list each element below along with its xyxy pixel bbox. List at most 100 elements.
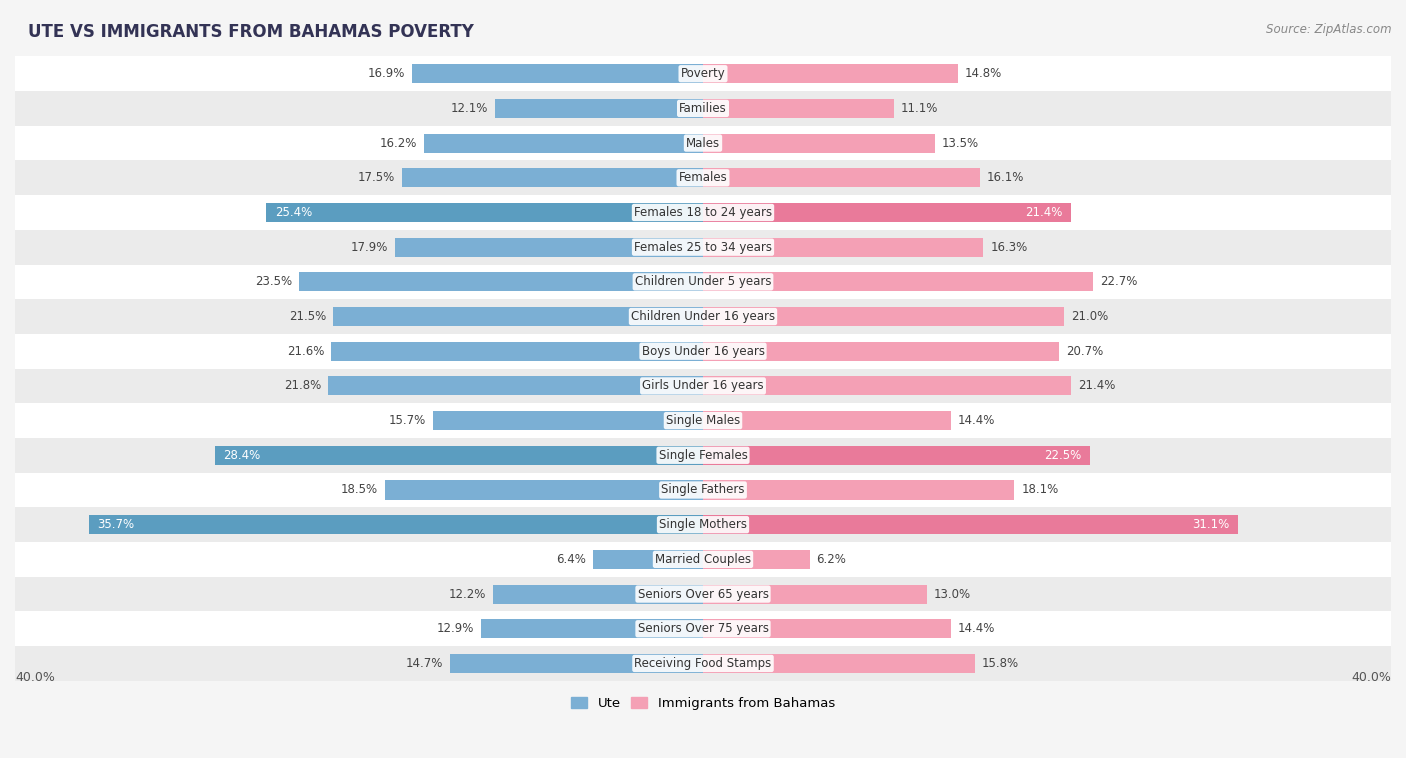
Bar bbox=[703, 481, 1014, 500]
Text: 18.5%: 18.5% bbox=[340, 484, 378, 496]
Text: 17.9%: 17.9% bbox=[352, 240, 388, 254]
Text: 14.4%: 14.4% bbox=[957, 414, 995, 427]
Bar bbox=[402, 168, 703, 187]
Bar bbox=[703, 237, 983, 257]
Text: 17.5%: 17.5% bbox=[359, 171, 395, 184]
Bar bbox=[703, 550, 810, 569]
Text: Single Mothers: Single Mothers bbox=[659, 518, 747, 531]
Text: 25.4%: 25.4% bbox=[274, 206, 312, 219]
Bar bbox=[89, 515, 703, 534]
Text: 14.7%: 14.7% bbox=[406, 657, 443, 670]
Text: 21.0%: 21.0% bbox=[1071, 310, 1108, 323]
Bar bbox=[450, 654, 703, 673]
Bar bbox=[703, 584, 927, 603]
Text: Receiving Food Stamps: Receiving Food Stamps bbox=[634, 657, 772, 670]
Bar bbox=[703, 446, 1090, 465]
Text: Seniors Over 75 years: Seniors Over 75 years bbox=[637, 622, 769, 635]
Bar bbox=[15, 230, 1391, 265]
Text: 12.9%: 12.9% bbox=[437, 622, 474, 635]
Bar bbox=[395, 237, 703, 257]
Bar bbox=[425, 133, 703, 152]
Bar bbox=[703, 342, 1059, 361]
Bar bbox=[703, 168, 980, 187]
Text: Females 25 to 34 years: Females 25 to 34 years bbox=[634, 240, 772, 254]
Text: 12.1%: 12.1% bbox=[451, 102, 488, 115]
Bar bbox=[333, 307, 703, 326]
Text: 40.0%: 40.0% bbox=[15, 672, 55, 684]
Text: Boys Under 16 years: Boys Under 16 years bbox=[641, 345, 765, 358]
Bar bbox=[328, 377, 703, 396]
Text: 23.5%: 23.5% bbox=[254, 275, 292, 288]
Bar bbox=[15, 56, 1391, 91]
Bar bbox=[385, 481, 703, 500]
Text: Girls Under 16 years: Girls Under 16 years bbox=[643, 380, 763, 393]
Text: Single Females: Single Females bbox=[658, 449, 748, 462]
Text: 11.1%: 11.1% bbox=[901, 102, 938, 115]
Text: Females: Females bbox=[679, 171, 727, 184]
Bar bbox=[494, 584, 703, 603]
Text: 21.4%: 21.4% bbox=[1078, 380, 1115, 393]
Text: 21.6%: 21.6% bbox=[287, 345, 325, 358]
Bar bbox=[332, 342, 703, 361]
Bar bbox=[15, 299, 1391, 334]
Bar bbox=[215, 446, 703, 465]
Bar bbox=[703, 377, 1071, 396]
Text: 20.7%: 20.7% bbox=[1066, 345, 1104, 358]
Bar bbox=[15, 265, 1391, 299]
Bar bbox=[15, 507, 1391, 542]
Text: Males: Males bbox=[686, 136, 720, 149]
Text: Children Under 16 years: Children Under 16 years bbox=[631, 310, 775, 323]
Text: 15.8%: 15.8% bbox=[981, 657, 1019, 670]
Text: 21.4%: 21.4% bbox=[1025, 206, 1063, 219]
Text: UTE VS IMMIGRANTS FROM BAHAMAS POVERTY: UTE VS IMMIGRANTS FROM BAHAMAS POVERTY bbox=[28, 23, 474, 41]
Bar bbox=[433, 411, 703, 430]
Bar bbox=[15, 612, 1391, 646]
Bar bbox=[593, 550, 703, 569]
Text: Married Couples: Married Couples bbox=[655, 553, 751, 566]
Legend: Ute, Immigrants from Bahamas: Ute, Immigrants from Bahamas bbox=[565, 692, 841, 716]
Text: Females 18 to 24 years: Females 18 to 24 years bbox=[634, 206, 772, 219]
Text: 35.7%: 35.7% bbox=[97, 518, 135, 531]
Bar bbox=[299, 272, 703, 291]
Text: 6.2%: 6.2% bbox=[817, 553, 846, 566]
Text: 40.0%: 40.0% bbox=[1351, 672, 1391, 684]
Text: 15.7%: 15.7% bbox=[389, 414, 426, 427]
Text: Families: Families bbox=[679, 102, 727, 115]
Bar bbox=[703, 307, 1064, 326]
Text: 13.5%: 13.5% bbox=[942, 136, 979, 149]
Text: 31.1%: 31.1% bbox=[1192, 518, 1229, 531]
Text: 16.1%: 16.1% bbox=[987, 171, 1024, 184]
Text: 12.2%: 12.2% bbox=[449, 587, 486, 600]
Text: 21.8%: 21.8% bbox=[284, 380, 321, 393]
Bar bbox=[15, 542, 1391, 577]
Text: 13.0%: 13.0% bbox=[934, 587, 970, 600]
Bar bbox=[703, 133, 935, 152]
Bar bbox=[703, 203, 1071, 222]
Text: 16.9%: 16.9% bbox=[368, 67, 405, 80]
Bar bbox=[15, 403, 1391, 438]
Text: 21.5%: 21.5% bbox=[290, 310, 326, 323]
Bar bbox=[15, 577, 1391, 612]
Text: Seniors Over 65 years: Seniors Over 65 years bbox=[637, 587, 769, 600]
Bar bbox=[15, 473, 1391, 507]
Text: Source: ZipAtlas.com: Source: ZipAtlas.com bbox=[1267, 23, 1392, 36]
Text: 14.8%: 14.8% bbox=[965, 67, 1001, 80]
Bar bbox=[15, 195, 1391, 230]
Bar bbox=[15, 334, 1391, 368]
Bar bbox=[481, 619, 703, 638]
Bar bbox=[703, 272, 1094, 291]
Text: Single Males: Single Males bbox=[666, 414, 740, 427]
Text: 18.1%: 18.1% bbox=[1021, 484, 1059, 496]
Bar bbox=[15, 646, 1391, 681]
Text: Poverty: Poverty bbox=[681, 67, 725, 80]
Text: 22.7%: 22.7% bbox=[1101, 275, 1137, 288]
Bar bbox=[703, 654, 974, 673]
Text: 22.5%: 22.5% bbox=[1045, 449, 1081, 462]
Bar bbox=[15, 161, 1391, 195]
Text: 28.4%: 28.4% bbox=[224, 449, 260, 462]
Bar bbox=[703, 99, 894, 118]
Bar bbox=[703, 515, 1237, 534]
Bar bbox=[266, 203, 703, 222]
Bar bbox=[15, 438, 1391, 473]
Text: 14.4%: 14.4% bbox=[957, 622, 995, 635]
